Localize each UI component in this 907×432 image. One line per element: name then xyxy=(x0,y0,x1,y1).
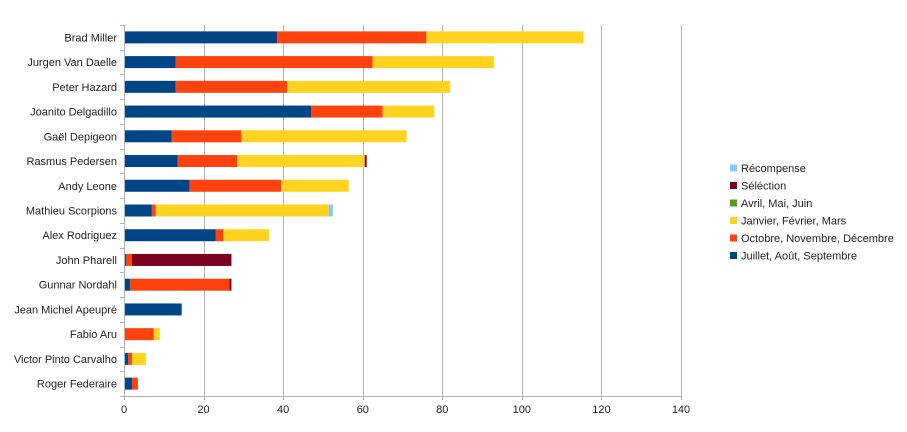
category-label: Rasmus Pedersen xyxy=(27,156,118,168)
legend-swatch xyxy=(730,182,737,189)
x-tick-label: 140 xyxy=(672,404,690,416)
bar-segment xyxy=(124,105,311,118)
bar-segment xyxy=(131,352,146,365)
x-tick-label: 60 xyxy=(357,404,369,416)
legend: Récompense Séléction Avril, Mai, Juin Janvi… xyxy=(730,163,894,263)
bar-segment xyxy=(151,204,156,217)
category-label: John Pharell xyxy=(56,255,117,267)
x-tick-label: 80 xyxy=(436,404,448,416)
bar-segment xyxy=(131,253,232,266)
bar-segment xyxy=(372,56,495,69)
bar-segment xyxy=(426,31,584,44)
legend-swatch xyxy=(730,252,737,259)
bar-segment xyxy=(124,56,176,69)
bars-layer xyxy=(124,31,584,390)
bar-segment xyxy=(382,105,435,118)
category-label: Joanito Delgadillo xyxy=(30,107,117,119)
x-tick-label: 100 xyxy=(513,404,531,416)
bar-segment xyxy=(175,56,373,69)
bar-segment xyxy=(124,229,216,242)
bar-segment xyxy=(364,155,367,168)
axis-layer xyxy=(120,25,682,400)
category-label: Fabio Aru xyxy=(70,329,117,341)
bar-segment xyxy=(124,155,178,168)
legend-label: Juillet, Août, Septembre xyxy=(741,251,857,263)
bar-segment xyxy=(310,105,383,118)
category-label: Victor Pinto Carvalho xyxy=(14,354,117,366)
labels-layer: 0 20 40 60 80 100 120 140 Brad Miller Jurgen Van … xyxy=(14,32,690,416)
legend-label: Séléction xyxy=(741,181,786,193)
bar-segment xyxy=(124,204,152,217)
bar-segment xyxy=(177,155,238,168)
category-label: Gunnar Nordahl xyxy=(39,280,117,292)
x-tick-label: 120 xyxy=(592,404,610,416)
bar-segment xyxy=(124,377,132,390)
legend-label: Récompense xyxy=(741,163,806,175)
bar-segment xyxy=(124,303,182,316)
legend-label: Octobre, Novembre, Décembre xyxy=(741,233,894,245)
bar-segment xyxy=(124,179,190,192)
bar-segment xyxy=(131,377,138,390)
bar-segment xyxy=(124,352,128,365)
legend-swatch xyxy=(730,234,737,242)
category-label: Peter Hazard xyxy=(52,82,117,94)
bar-segment xyxy=(127,352,132,365)
bar-segment xyxy=(129,278,230,291)
bar-segment xyxy=(241,130,407,143)
legend-label: Avril, Mai, Juin xyxy=(741,198,812,210)
bar-segment xyxy=(229,278,232,291)
bar-segment xyxy=(223,229,270,242)
bar-segment xyxy=(124,130,172,143)
legend-swatch xyxy=(730,164,737,172)
category-label: Andy Leone xyxy=(58,181,117,193)
category-label: Mathieu Scorpions xyxy=(26,206,118,218)
bar-segment xyxy=(124,328,154,341)
bar-segment xyxy=(287,80,451,93)
bar-segment xyxy=(171,130,242,143)
legend-label: Janvier, Février, Mars xyxy=(741,216,847,228)
legend-swatch xyxy=(730,217,737,224)
category-label: Gaël Depigeon xyxy=(44,131,117,143)
bar-segment xyxy=(155,204,329,217)
category-label: Jean Michel Apeupré xyxy=(14,304,117,316)
bar-segment xyxy=(125,253,132,266)
bar-segment xyxy=(277,31,427,44)
bar-segment xyxy=(215,229,224,242)
bar-segment xyxy=(124,31,278,44)
bar-segment xyxy=(124,278,130,291)
category-label: Roger Federaire xyxy=(37,379,117,391)
category-label: Brad Miller xyxy=(64,32,117,44)
category-label: Jurgen Van Daelle xyxy=(27,57,117,69)
bar-segment xyxy=(153,328,160,341)
bar-segment xyxy=(281,179,349,192)
category-label: Alex Rodriguez xyxy=(42,230,117,242)
bar-segment xyxy=(328,204,333,217)
bar-segment xyxy=(175,80,288,93)
x-tick-label: 40 xyxy=(277,404,289,416)
bar-segment xyxy=(124,80,176,93)
bar-segment xyxy=(189,179,282,192)
x-tick-label: 0 xyxy=(121,404,127,416)
x-tick-label: 20 xyxy=(197,404,209,416)
bar-segment xyxy=(237,155,365,168)
legend-swatch xyxy=(730,199,737,207)
